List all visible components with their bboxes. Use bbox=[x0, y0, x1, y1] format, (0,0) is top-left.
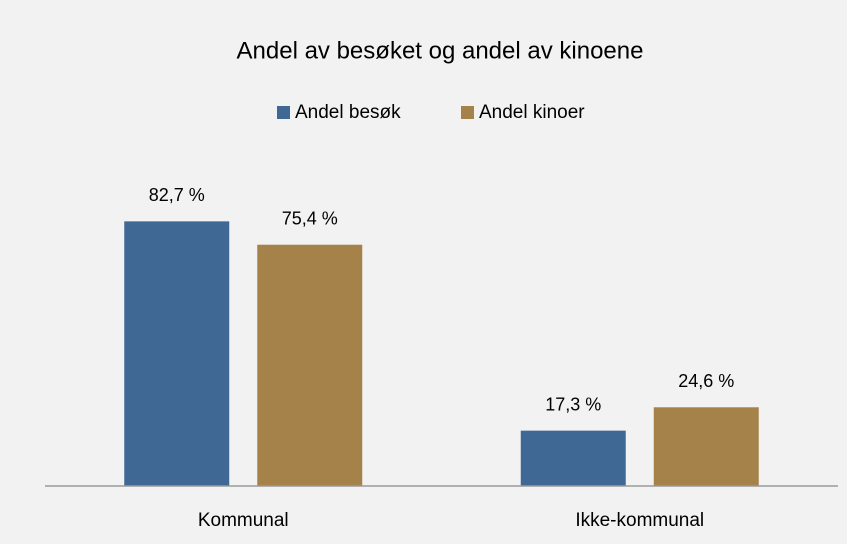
bar bbox=[257, 244, 363, 486]
legend-swatch bbox=[277, 106, 290, 119]
data-label: 82,7 % bbox=[149, 185, 205, 205]
legend-label: Andel kinoer bbox=[479, 102, 585, 123]
bar bbox=[520, 430, 626, 486]
chart-title: Andel av besøket og andel av kinoene bbox=[237, 37, 644, 64]
legend-swatch bbox=[461, 106, 474, 119]
data-label: 24,6 % bbox=[678, 371, 734, 391]
legend-label: Andel besøk bbox=[295, 102, 401, 123]
x-tick-label: Kommunal bbox=[198, 510, 289, 531]
bar bbox=[653, 407, 759, 486]
data-label: 17,3 % bbox=[545, 394, 601, 414]
x-tick-label: Ikke-kommunal bbox=[575, 510, 704, 531]
bar bbox=[124, 221, 230, 487]
data-label: 75,4 % bbox=[282, 208, 338, 228]
